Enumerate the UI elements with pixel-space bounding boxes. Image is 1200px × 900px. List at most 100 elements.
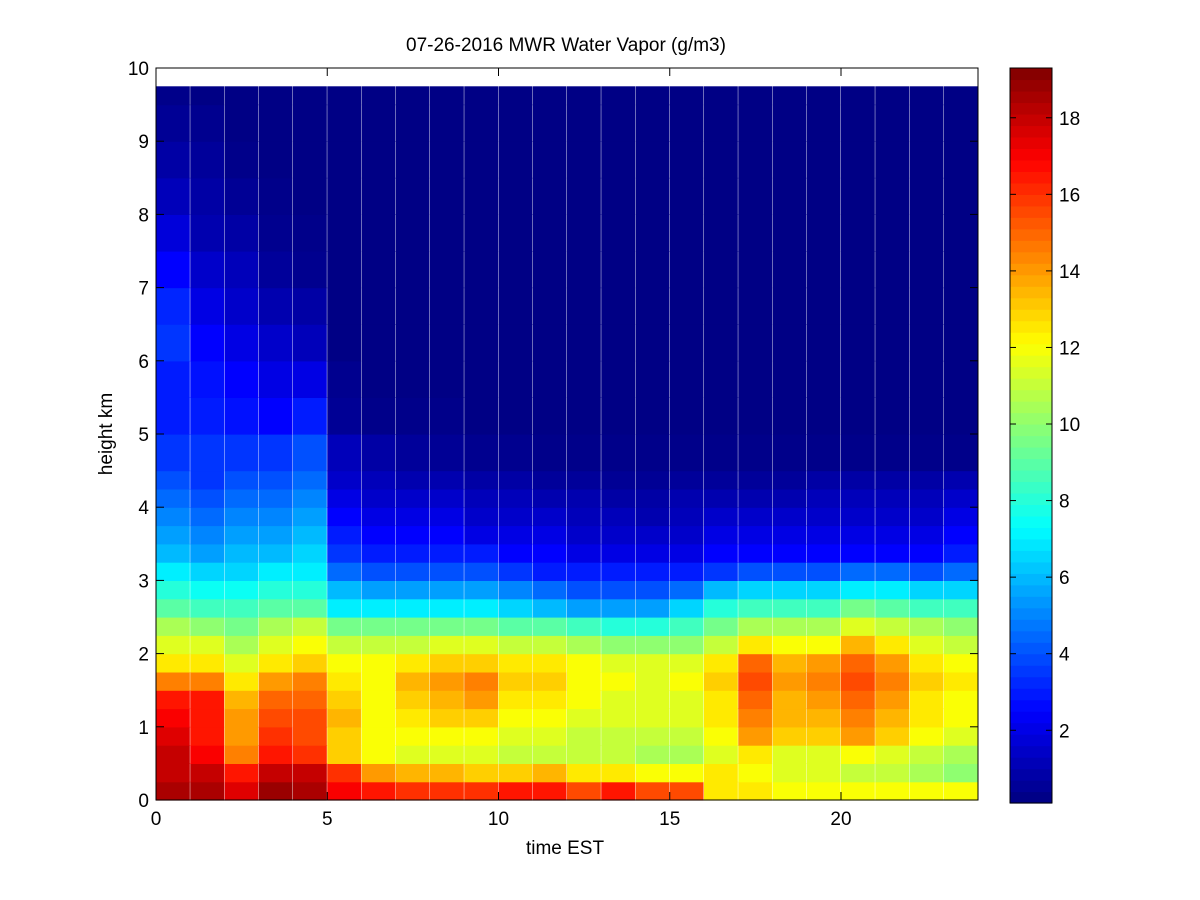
heatmap-cell bbox=[361, 86, 396, 106]
heatmap-cell bbox=[464, 671, 499, 691]
heatmap-cell bbox=[361, 763, 396, 783]
heatmap-cell bbox=[738, 214, 773, 252]
heatmap-cell bbox=[601, 177, 636, 215]
heatmap-cell bbox=[464, 104, 499, 142]
heatmap-cell bbox=[395, 470, 430, 490]
colorbar-segment bbox=[1010, 492, 1052, 505]
heatmap-cell bbox=[498, 470, 533, 490]
heatmap-cell bbox=[704, 360, 738, 398]
heatmap-cell bbox=[258, 324, 293, 362]
heatmap-cell bbox=[224, 635, 259, 655]
heatmap-cell bbox=[190, 287, 225, 325]
heatmap-cell bbox=[841, 397, 875, 435]
colorbar-segment bbox=[1010, 113, 1052, 127]
heatmap-cell bbox=[669, 360, 704, 398]
heatmap-cell bbox=[875, 580, 910, 600]
heatmap-cell bbox=[464, 598, 499, 618]
heatmap-cell bbox=[327, 781, 362, 801]
heatmap-cell bbox=[224, 708, 259, 728]
heatmap-cell bbox=[738, 781, 773, 801]
heatmap-cell bbox=[430, 690, 464, 710]
heatmap-cell bbox=[293, 470, 327, 490]
heatmap-cell bbox=[361, 177, 396, 215]
colorbar-segment bbox=[1010, 148, 1052, 161]
heatmap-cell bbox=[258, 635, 293, 655]
colorbar-segment bbox=[1010, 722, 1052, 735]
heatmap-cell bbox=[875, 324, 910, 362]
heatmap-cell bbox=[395, 86, 430, 106]
heatmap-cell bbox=[395, 434, 430, 472]
heatmap-cell bbox=[704, 104, 738, 142]
heatmap-cell bbox=[498, 653, 533, 673]
heatmap-cell bbox=[156, 104, 190, 142]
heatmap-cell bbox=[293, 104, 327, 142]
heatmap-cell bbox=[909, 781, 944, 801]
heatmap-cell bbox=[806, 360, 841, 398]
heatmap-cell bbox=[772, 360, 807, 398]
heatmap-cell bbox=[669, 104, 704, 142]
heatmap-cell bbox=[601, 86, 636, 106]
heatmap-cell bbox=[361, 488, 396, 508]
heatmap-cell bbox=[772, 141, 807, 179]
heatmap-cell bbox=[190, 671, 225, 691]
heatmap-cell bbox=[704, 745, 738, 764]
heatmap-cell bbox=[224, 177, 259, 215]
heatmap-cell bbox=[156, 525, 190, 545]
heatmap-cell bbox=[806, 562, 841, 581]
heatmap-cell bbox=[806, 781, 841, 801]
heatmap-cell bbox=[806, 726, 841, 746]
heatmap-cell bbox=[532, 781, 567, 801]
heatmap-cell bbox=[669, 763, 704, 783]
heatmap-cell bbox=[909, 763, 944, 783]
heatmap-cell bbox=[190, 488, 225, 508]
heatmap-cell bbox=[875, 251, 910, 289]
heatmap-cell bbox=[395, 251, 430, 289]
heatmap-cell bbox=[875, 141, 910, 179]
heatmap-cell bbox=[567, 525, 601, 545]
heatmap-cell bbox=[498, 525, 533, 545]
colorbar-segment bbox=[1010, 366, 1052, 379]
heatmap-cell bbox=[806, 434, 841, 472]
heatmap-cell bbox=[943, 763, 978, 783]
heatmap-cell bbox=[567, 397, 601, 435]
heatmap-cell bbox=[258, 397, 293, 435]
heatmap-cell bbox=[875, 104, 910, 142]
plot-area bbox=[156, 86, 978, 801]
heatmap-cell bbox=[532, 287, 567, 325]
heatmap-cell bbox=[909, 324, 944, 362]
colorbar-segment bbox=[1010, 515, 1052, 528]
heatmap-cell bbox=[806, 653, 841, 673]
heatmap-cell bbox=[532, 708, 567, 728]
heatmap-cell bbox=[669, 434, 704, 472]
y-axis-label: height km bbox=[96, 393, 117, 475]
heatmap-cell bbox=[875, 617, 910, 636]
heatmap-cell bbox=[395, 141, 430, 179]
heatmap-cell bbox=[327, 507, 362, 527]
y-tick-label: 7 bbox=[138, 279, 149, 300]
heatmap-cell bbox=[772, 543, 807, 563]
heatmap-cell bbox=[669, 726, 704, 746]
heatmap-cell bbox=[327, 470, 362, 490]
heatmap-cell bbox=[601, 104, 636, 142]
heatmap-cell bbox=[738, 562, 773, 581]
heatmap-cell bbox=[704, 671, 738, 691]
heatmap-cell bbox=[190, 690, 225, 710]
heatmap-cell bbox=[704, 177, 738, 215]
colorbar-segment bbox=[1010, 596, 1052, 609]
heatmap-cell bbox=[909, 287, 944, 325]
heatmap-cell bbox=[841, 360, 875, 398]
heatmap-cell bbox=[395, 745, 430, 764]
heatmap-cell bbox=[669, 617, 704, 636]
heatmap-cell bbox=[567, 141, 601, 179]
heatmap-cell bbox=[258, 763, 293, 783]
heatmap-cell bbox=[498, 635, 533, 655]
heatmap-cell bbox=[156, 86, 190, 106]
heatmap-cell bbox=[464, 562, 499, 581]
heatmap-cell bbox=[943, 434, 978, 472]
heatmap-cell bbox=[327, 177, 362, 215]
colorbar-segment bbox=[1010, 458, 1052, 471]
heatmap-cell bbox=[601, 488, 636, 508]
heatmap-cell bbox=[498, 580, 533, 600]
heatmap-cell bbox=[806, 104, 841, 142]
heatmap-cell bbox=[498, 598, 533, 618]
